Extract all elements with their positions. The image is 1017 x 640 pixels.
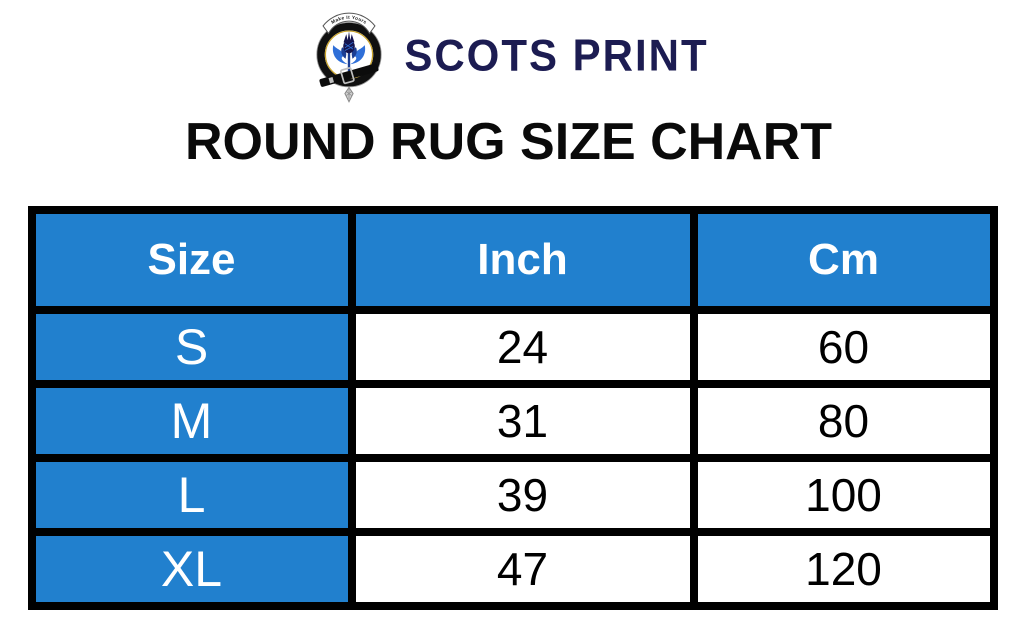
thistle-icon [333, 31, 366, 72]
inch-cell: 39 [347, 454, 698, 536]
cm-cell: 100 [689, 454, 998, 536]
size-chart-table: Size Inch Cm S 24 60 M 31 80 L 3 [27, 206, 998, 610]
inch-cell: 24 [347, 306, 698, 388]
crest-banner: Make It Yours [322, 12, 376, 35]
table-row: L 39 100 [27, 454, 998, 536]
size-chart-table-wrap: Size Inch Cm S 24 60 M 31 80 L 3 [27, 206, 998, 610]
cm-cell: 60 [689, 306, 998, 388]
crest-belt [319, 63, 379, 87]
size-cell: XL [27, 528, 356, 610]
brand-name: SCOTS PRINT [404, 30, 709, 81]
crest-banner-text: Make It Yours [331, 15, 367, 26]
size-cell: L [27, 454, 356, 536]
column-header-cm: Cm [689, 206, 998, 314]
size-cell: S [27, 306, 356, 388]
table-row: M 31 80 [27, 380, 998, 462]
page-title: ROUND RUG SIZE CHART [184, 113, 833, 171]
table-row: S 24 60 [27, 306, 998, 388]
cm-cell: 80 [689, 380, 998, 462]
column-header-inch: Inch [347, 206, 698, 314]
svg-text:Make It Yours: Make It Yours [331, 15, 368, 26]
inch-cell: 31 [347, 380, 698, 462]
thistle-crest-icon: Make It Yours [316, 12, 382, 103]
column-header-size: Size [27, 206, 356, 314]
header-row: Size Inch Cm [27, 206, 998, 314]
crest-tassel [344, 86, 355, 103]
size-cell: M [27, 380, 356, 462]
cm-cell: 120 [689, 528, 998, 610]
brand-logo: Make It Yours SCOTS PRINT [0, 0, 1017, 104]
table-row: XL 47 120 [27, 528, 998, 610]
inch-cell: 47 [347, 528, 698, 610]
